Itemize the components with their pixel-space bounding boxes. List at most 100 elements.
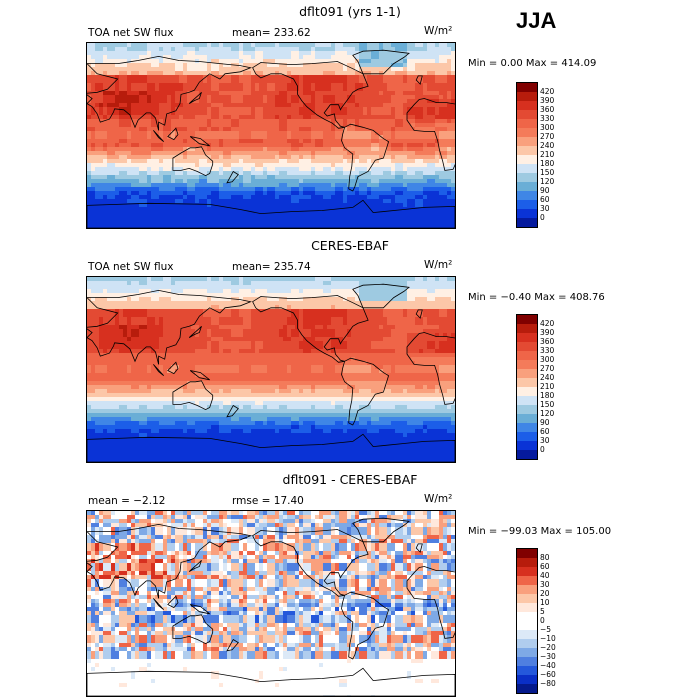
- map-svg-diff: [87, 511, 455, 696]
- colorbar-swatch: [517, 119, 537, 128]
- colorbar-label: 0: [540, 615, 545, 625]
- map-svg-model: [87, 43, 455, 228]
- colorbar-label: −20: [540, 642, 556, 652]
- colorbar-swatch: [517, 342, 537, 351]
- colorbar-label: 80: [540, 552, 550, 562]
- panel-label-obs: TOA net SW flux: [88, 261, 174, 273]
- panel-rmse-diff: rmse = 17.40: [232, 495, 304, 507]
- colorbar-label: 40: [540, 570, 550, 580]
- colorbar-swatch: [517, 155, 537, 164]
- colorbar-swatch: [517, 675, 537, 684]
- colorbar-label: 30: [540, 579, 550, 589]
- colorbar-swatch: [517, 621, 537, 630]
- map-model: [86, 42, 456, 229]
- colorbar-swatch: [517, 423, 537, 432]
- colorbar-swatch: [517, 137, 537, 146]
- colorbar-label: −30: [540, 651, 556, 661]
- colorbar-label: 270: [540, 131, 555, 141]
- map-field: [87, 511, 455, 696]
- colorbar-label: 210: [540, 381, 555, 391]
- colorbar-label: 90: [540, 185, 550, 195]
- colorbar-swatch: [517, 182, 537, 191]
- colorbar-label: 5: [540, 606, 545, 616]
- colorbar-swatch: [517, 549, 537, 558]
- colorbar-swatch: [517, 218, 537, 227]
- colorbar-label: −10: [540, 633, 556, 643]
- colorbar-label: 180: [540, 158, 555, 168]
- colorbar-swatch: [517, 396, 537, 405]
- colorbar-swatch: [517, 576, 537, 585]
- colorbar-swatch: [517, 639, 537, 648]
- map-obs: [86, 276, 456, 463]
- colorbar-label: 60: [540, 561, 550, 571]
- units-label-diff: W/m²: [424, 493, 452, 505]
- colorbar-swatch: [517, 128, 537, 137]
- coastlines: [87, 517, 455, 696]
- colorbar-label: 120: [540, 408, 555, 418]
- panel-title-model: dflt091 (yrs 1-1): [299, 4, 401, 19]
- colorbar-swatch: [517, 657, 537, 666]
- colorbar-label: 210: [540, 149, 555, 159]
- colorbar-swatch: [517, 432, 537, 441]
- coastlines: [87, 49, 455, 228]
- map-diff: [86, 510, 456, 697]
- colorbar-label: 150: [540, 399, 555, 409]
- units-label-model: W/m²: [424, 25, 452, 37]
- map-svg-obs: [87, 277, 455, 462]
- map-field: [87, 277, 455, 462]
- colorbar-label: 90: [540, 417, 550, 427]
- colorbar-label: 150: [540, 167, 555, 177]
- colorbar-label: 240: [540, 140, 555, 150]
- colorbar-swatch: [517, 630, 537, 639]
- colorbar-label: 420: [540, 318, 555, 328]
- panel-mean-obs: mean= 235.74: [232, 261, 311, 273]
- colorbar-label: 330: [540, 113, 555, 123]
- colorbar-swatch: [517, 369, 537, 378]
- colorbar-swatch: [517, 164, 537, 173]
- colorbar-label: 420: [540, 86, 555, 96]
- colorbar-label: 330: [540, 345, 555, 355]
- colorbar-label: 180: [540, 390, 555, 400]
- panel-label-model: TOA net SW flux: [88, 27, 174, 39]
- colorbar-diff: [516, 548, 538, 694]
- colorbar-swatch: [517, 612, 537, 621]
- colorbar-swatch: [517, 360, 537, 369]
- map-field: [87, 43, 455, 228]
- colorbar-swatch: [517, 387, 537, 396]
- minmax-diff: Min = −99.03 Max = 105.00: [468, 526, 612, 537]
- colorbar-swatch: [517, 450, 537, 459]
- colorbar-label: 0: [540, 444, 545, 454]
- colorbar-swatch: [517, 209, 537, 218]
- colorbar-swatch: [517, 351, 537, 360]
- colorbar-label: 60: [540, 426, 550, 436]
- colorbar-swatch: [517, 200, 537, 209]
- colorbar-swatch: [517, 101, 537, 110]
- colorbar-swatch: [517, 441, 537, 450]
- colorbar-label: −40: [540, 660, 556, 670]
- panel-mean-diff: mean = −2.12: [88, 495, 166, 507]
- colorbar-label: 300: [540, 354, 555, 364]
- panel-mean-model: mean= 233.62: [232, 27, 311, 39]
- colorbar-swatch: [517, 666, 537, 675]
- units-label-obs: W/m²: [424, 259, 452, 271]
- units-text: W/m²: [424, 25, 453, 37]
- colorbar-swatch: [517, 324, 537, 333]
- colorbar-label: 360: [540, 104, 555, 114]
- colorbar-model: [516, 82, 538, 228]
- units-text: W/m²: [424, 259, 453, 271]
- colorbar-label: 270: [540, 363, 555, 373]
- colorbar-swatch: [517, 648, 537, 657]
- colorbar-label: 30: [540, 203, 550, 213]
- colorbar-swatch: [517, 414, 537, 423]
- colorbar-label: −80: [540, 678, 556, 688]
- colorbar-label: 360: [540, 336, 555, 346]
- colorbar-label: 390: [540, 327, 555, 337]
- minmax-obs: Min = −0.40 Max = 408.76: [468, 292, 605, 303]
- colorbar-swatch: [517, 558, 537, 567]
- colorbar-swatch: [517, 92, 537, 101]
- colorbar-swatch: [517, 110, 537, 119]
- colorbar-label: 60: [540, 194, 550, 204]
- colorbar-label: 300: [540, 122, 555, 132]
- season-label: JJA: [516, 8, 557, 33]
- colorbar-swatch: [517, 603, 537, 612]
